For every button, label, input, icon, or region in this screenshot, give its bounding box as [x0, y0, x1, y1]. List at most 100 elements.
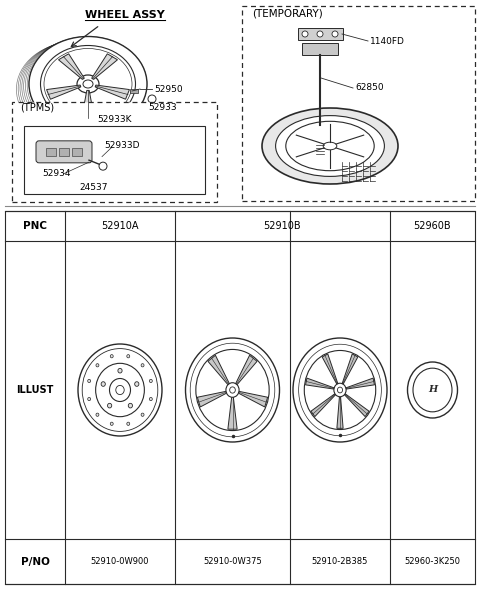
- Text: 52960B: 52960B: [414, 221, 451, 231]
- Polygon shape: [95, 85, 130, 99]
- Text: P/NO: P/NO: [21, 557, 49, 567]
- Ellipse shape: [78, 344, 162, 436]
- Text: 1140FD: 1140FD: [370, 37, 405, 45]
- Ellipse shape: [334, 383, 346, 397]
- Polygon shape: [82, 90, 94, 118]
- Text: 52933K: 52933K: [97, 115, 132, 124]
- Ellipse shape: [293, 338, 387, 442]
- FancyBboxPatch shape: [242, 6, 475, 201]
- Ellipse shape: [135, 382, 139, 386]
- Ellipse shape: [96, 363, 99, 367]
- Text: 52934: 52934: [42, 169, 71, 178]
- Polygon shape: [346, 378, 374, 389]
- Text: 52910-0W375: 52910-0W375: [203, 557, 262, 566]
- Polygon shape: [337, 397, 343, 428]
- Text: 52960-3K250: 52960-3K250: [405, 557, 460, 566]
- Ellipse shape: [323, 142, 337, 150]
- Text: PNC: PNC: [23, 221, 47, 231]
- Ellipse shape: [196, 349, 269, 431]
- Ellipse shape: [190, 343, 275, 437]
- Ellipse shape: [118, 368, 122, 373]
- Polygon shape: [342, 354, 358, 384]
- Ellipse shape: [185, 338, 279, 442]
- Ellipse shape: [88, 379, 91, 383]
- Ellipse shape: [149, 398, 152, 401]
- Ellipse shape: [127, 422, 130, 425]
- Ellipse shape: [149, 379, 152, 383]
- Text: 52910B: 52910B: [264, 221, 301, 231]
- Ellipse shape: [40, 45, 135, 123]
- Polygon shape: [47, 85, 81, 99]
- Ellipse shape: [413, 368, 452, 412]
- Text: H: H: [428, 385, 437, 395]
- Ellipse shape: [109, 379, 131, 402]
- Text: WHEEL ASSY: WHEEL ASSY: [85, 10, 165, 20]
- Bar: [130, 89, 138, 93]
- Circle shape: [99, 162, 107, 170]
- Polygon shape: [208, 355, 229, 385]
- Ellipse shape: [141, 413, 144, 416]
- Bar: [24, 126, 205, 194]
- Bar: [302, 43, 338, 55]
- Ellipse shape: [226, 383, 239, 397]
- Text: 52910-2B385: 52910-2B385: [312, 557, 368, 566]
- FancyBboxPatch shape: [36, 141, 92, 163]
- Polygon shape: [306, 378, 334, 389]
- Ellipse shape: [101, 382, 105, 386]
- Ellipse shape: [299, 344, 382, 436]
- Ellipse shape: [96, 413, 99, 416]
- Bar: [298, 28, 343, 40]
- Polygon shape: [345, 393, 369, 416]
- Ellipse shape: [127, 355, 130, 358]
- Bar: [46, 148, 56, 156]
- Text: 52933: 52933: [148, 102, 177, 111]
- Bar: [5, 211, 475, 584]
- Bar: [59, 148, 69, 156]
- Polygon shape: [235, 355, 257, 385]
- Ellipse shape: [29, 37, 147, 131]
- Bar: [72, 148, 82, 156]
- Ellipse shape: [88, 398, 91, 401]
- Ellipse shape: [128, 403, 132, 408]
- Ellipse shape: [108, 403, 112, 408]
- Ellipse shape: [110, 355, 113, 358]
- Bar: [314, 137, 326, 143]
- Polygon shape: [59, 54, 84, 80]
- Text: (TPMS): (TPMS): [20, 103, 54, 113]
- Text: ILLUST: ILLUST: [16, 385, 54, 395]
- Text: 52933D: 52933D: [104, 141, 140, 150]
- FancyBboxPatch shape: [12, 102, 217, 202]
- Circle shape: [148, 95, 156, 103]
- Bar: [310, 125, 330, 137]
- Ellipse shape: [262, 108, 398, 184]
- Ellipse shape: [82, 349, 158, 431]
- Polygon shape: [238, 391, 268, 407]
- Text: 52910-0W900: 52910-0W900: [91, 557, 149, 566]
- Ellipse shape: [96, 363, 144, 416]
- Polygon shape: [228, 397, 237, 429]
- Ellipse shape: [276, 115, 384, 176]
- Text: (TEMPORARY): (TEMPORARY): [252, 9, 323, 19]
- Ellipse shape: [408, 362, 457, 418]
- Polygon shape: [197, 391, 227, 407]
- Text: 52950: 52950: [154, 84, 182, 94]
- Ellipse shape: [286, 121, 374, 171]
- Circle shape: [302, 31, 308, 37]
- Ellipse shape: [110, 422, 113, 425]
- Ellipse shape: [116, 385, 124, 395]
- Circle shape: [317, 31, 323, 37]
- Ellipse shape: [229, 387, 235, 393]
- Polygon shape: [92, 54, 118, 80]
- Ellipse shape: [77, 75, 99, 93]
- Circle shape: [332, 31, 338, 37]
- Ellipse shape: [337, 387, 343, 393]
- Polygon shape: [322, 354, 338, 384]
- Ellipse shape: [141, 363, 144, 367]
- Text: 52910A: 52910A: [101, 221, 139, 231]
- Ellipse shape: [44, 48, 132, 120]
- Ellipse shape: [83, 80, 93, 88]
- Text: 62850: 62850: [355, 84, 384, 92]
- Text: 24537: 24537: [79, 184, 108, 193]
- Ellipse shape: [304, 350, 376, 429]
- Polygon shape: [311, 393, 336, 416]
